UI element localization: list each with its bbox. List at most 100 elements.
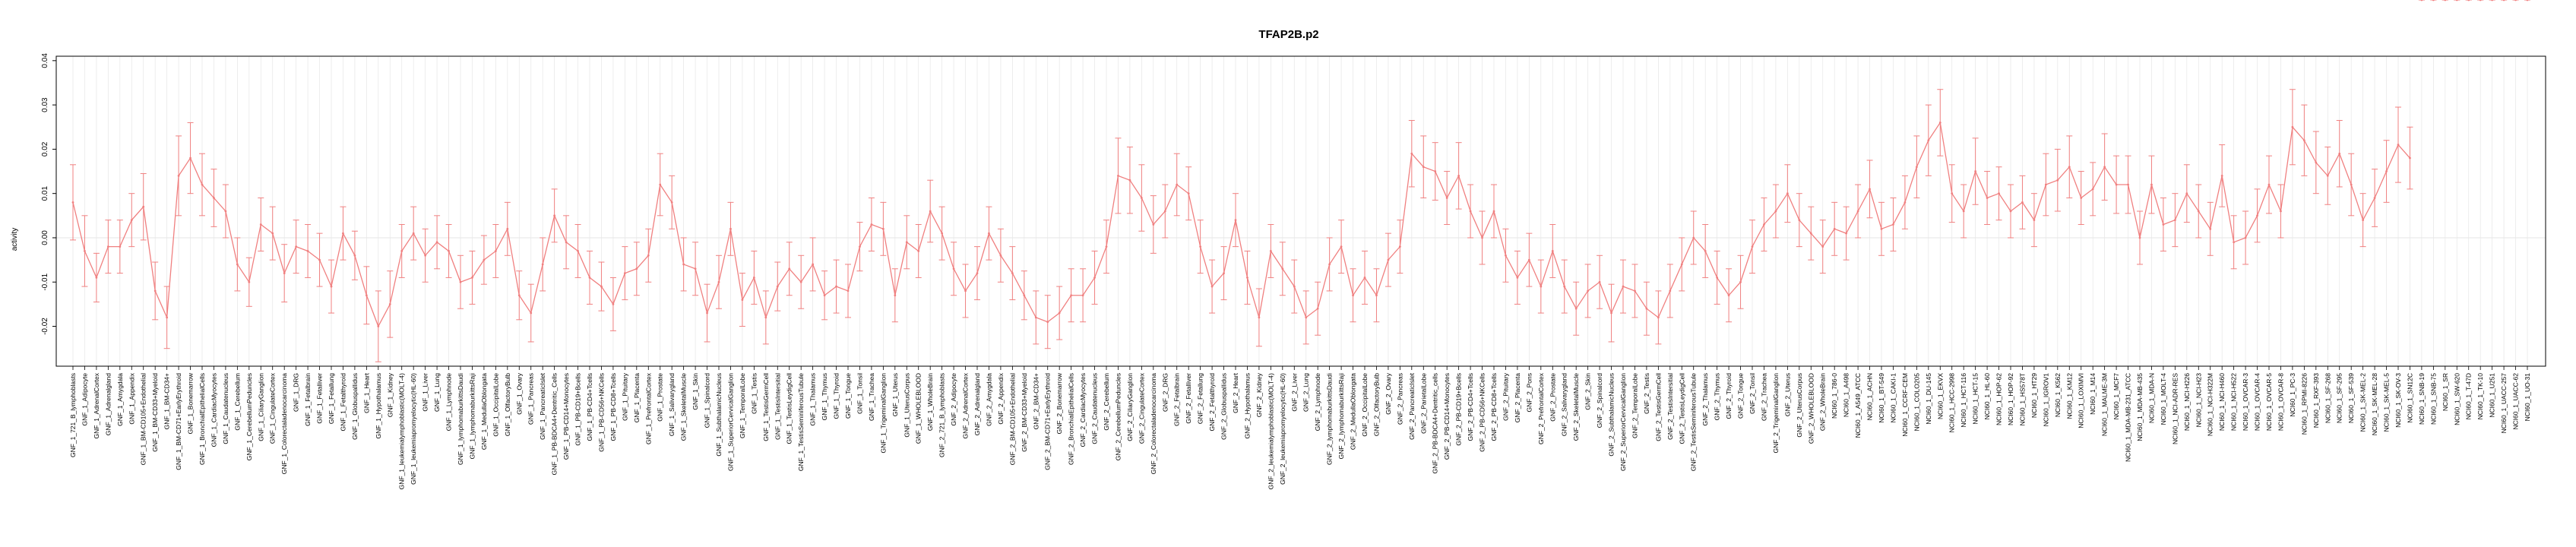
data-point [1363,277,1366,279]
data-point [682,263,685,266]
x-tick-label: NCI60_1_PC-3 [2289,373,2296,417]
data-point [1833,227,1836,230]
x-tick-label: NCI60_1_MDA-N [2147,373,2155,423]
x-tick-label: GNF_1_PrefrontalCortex [644,372,652,444]
data-point [2514,0,2517,2]
data-point [1469,210,1472,213]
data-point [2338,152,2341,155]
x-tick-label: GNF_1_Pituitary [621,372,628,421]
data-point [835,285,837,288]
x-tick-label: GNF_1_Appendix [128,372,135,424]
data-point [1998,192,2000,195]
data-point [823,294,826,297]
x-tick-label: GNF_2_leukemiapromyelocytic(HL-60) [1279,373,1286,485]
x-tick-label: NCI60_1_HS578T [2018,373,2026,425]
data-point [612,303,615,305]
x-tick-label: GNF_1_PB-CD8+Tcells [609,373,617,441]
x-tick-label: NCI60_1_MOLT-4 [2160,373,2167,425]
y-axis: -0.02 -0.01 0.00 0.01 0.02 0.03 0.04 [41,53,56,335]
data-point [2127,183,2129,186]
data-point [752,277,755,279]
x-tick-label: GNF_2_Fetalbrain [1173,373,1181,426]
data-point [1481,236,1483,239]
x-tick-label: GNF_2_Trachea [1760,373,1767,421]
data-point [471,277,473,279]
data-point [2162,223,2165,226]
x-tick-label: GNF_2_UterusCorpus [1796,373,1803,438]
x-tick-label: GNF_2_Thyroid [1725,373,1733,419]
data-point [1281,267,1284,270]
data-point [1951,192,1954,195]
x-tick-label: GNF_1_Trachea [868,373,875,421]
x-tick-label: GNF_2_SuperiorCervicalGanglion [1619,373,1627,471]
data-point [1340,245,1343,248]
data-point [1293,285,1296,288]
x-tick-label: GNF_1_CerebellumPeduncles [245,373,253,460]
x-tick-label: GNF_1_Liver [422,373,429,412]
x-tick-label: GNF_2_Tonsil [1748,373,1756,414]
x-tick-label: GNF_1_Ovary [515,372,523,415]
x-tick-label: GNF_1_Fetallung [328,373,335,424]
x-tick-label: GNF_1_Heart [362,372,370,413]
x-tick-label: GNF_1_Bonemarrow [187,372,195,434]
data-point [412,232,415,235]
x-tick-label: GNF_1_Fetalthyroid [339,373,347,432]
x-tick-label: GNF_1_721_B_lymphoblasts [69,373,77,457]
x-tick-label: GNF_2_Heart [1232,372,1239,413]
data-point [881,227,885,230]
data-point [1727,294,1730,297]
x-tick-label: NCI60_1_SK-OV-3 [2394,373,2402,428]
x-tick-label: GNF_1_Fetalbrain [304,373,312,426]
x-tick-label: GNF_2_BM-CD105+Endothelial [1008,373,1016,465]
x-tick-label: GNF_2_Fetalliver [1185,373,1192,424]
chart-title: TFAP2B.p2 [1258,28,1318,41]
data-point [424,254,427,257]
x-tick-label: NCI60_1_ACHN [1866,373,1874,420]
x-tick-label: GNF_1_Skin [691,373,699,410]
x-tick-label: GNF_2_Lung [1302,373,1310,412]
x-tick-label: GNF_1_Lymphnode [445,373,453,432]
x-tick-label: GNF_2_TestisIntersitial [1666,373,1674,440]
data-point [1563,285,1566,288]
data-point [1163,210,1166,213]
data-point [353,254,356,257]
data-point [2185,192,2188,195]
data-point [1938,122,1941,124]
x-tick-label: NCI60_1_SNB-19 [2418,373,2426,425]
data-point [1540,285,1543,288]
data-point [2115,183,2118,186]
x-tick-label: NCI60_1_OVCAR-8 [2277,373,2284,431]
data-point [2267,183,2271,186]
data-point [1587,289,1590,292]
data-point [565,241,568,244]
x-tick-label: GNF_1_BM-CD105+Endothelial [140,373,147,465]
x-tick-label: NCI60_1_SF-295 [2336,373,2343,423]
x-tick-label: GNF_2_BM-CD34+ [1032,373,1040,429]
data-point [2302,139,2305,142]
x-tick-label: GNF_1_Fetalliver [316,373,324,424]
data-point [295,245,298,248]
data-point [2362,219,2365,222]
data-point [1927,139,1930,142]
x-tick-label: GNF_2_721_B_lymphoblasts [938,373,946,457]
data-point [553,214,556,217]
x-tick-label: GNF_2_Bonemarrow [1055,372,1063,434]
data-point [306,250,309,252]
data-point [1269,250,1272,252]
data-point [1869,188,1871,191]
x-tick-label: GNF_1_WholeBrain [926,373,934,431]
data-point [459,280,462,283]
x-tick-label: NCI60_1_SN12C [2406,373,2413,423]
data-point [1527,258,1530,261]
data-point [2197,210,2200,213]
data-point [1634,289,1636,292]
x-tick-label: GNF_2_MedullaOblongata [1350,373,1357,450]
data-point [506,227,509,230]
series-line [72,121,2410,328]
x-tick-label: GNF_2_Lymphnode [1314,373,1321,432]
x-tick-label: GNF_1_TestisSeminiferousTubule [797,373,805,471]
data-point [365,294,368,297]
data-point [2315,161,2318,164]
x-tick-label: GNF_2_PancreaticIslet [1408,372,1416,440]
